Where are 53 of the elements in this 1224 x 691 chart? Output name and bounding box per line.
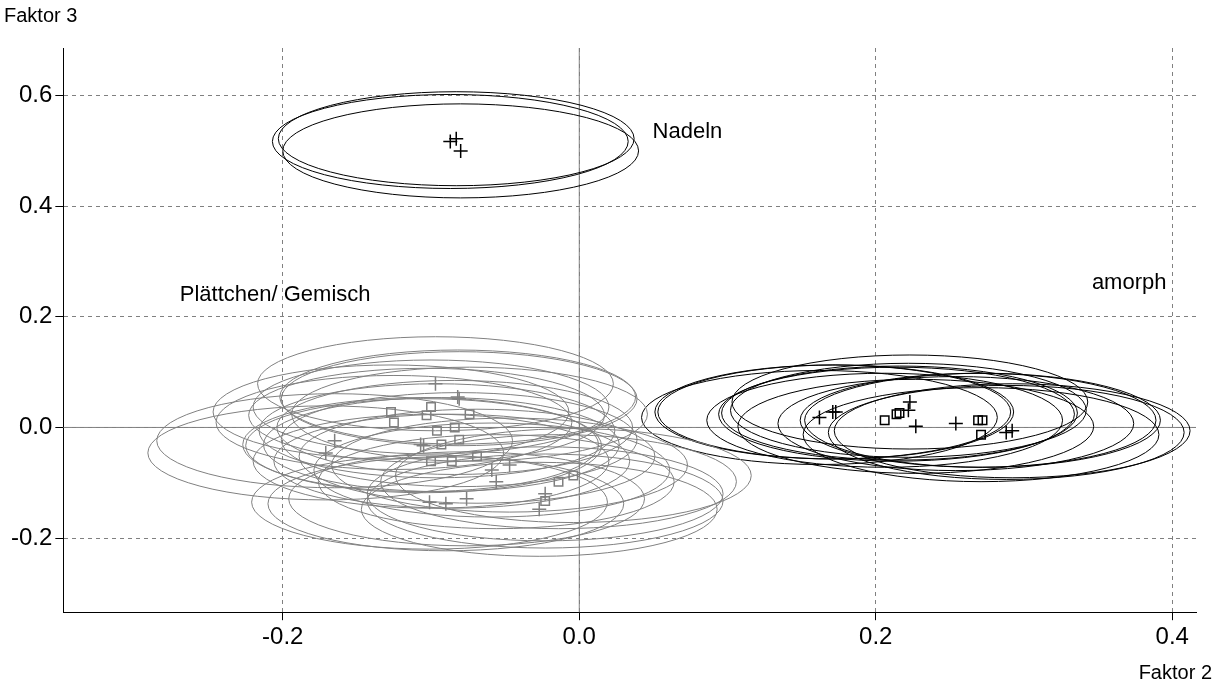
point — [531, 501, 547, 518]
point — [446, 456, 457, 467]
point — [449, 422, 460, 433]
point — [998, 424, 1014, 441]
point — [537, 486, 553, 502]
point — [436, 439, 447, 450]
point — [388, 417, 399, 428]
point — [464, 409, 475, 420]
annotation: Plättchen/ Gemisch — [179, 280, 371, 306]
point — [900, 402, 917, 419]
point — [973, 415, 984, 426]
y-tick-label: -0.2 — [11, 522, 53, 550]
x-tick-label: -0.2 — [262, 622, 304, 650]
point — [452, 143, 469, 159]
point — [501, 457, 518, 473]
point — [438, 496, 454, 512]
point — [318, 445, 334, 461]
y-tick-label: 0.0 — [18, 412, 53, 440]
point — [448, 130, 464, 147]
point — [458, 491, 475, 507]
point — [421, 494, 438, 510]
point — [427, 376, 444, 392]
point — [540, 496, 551, 507]
point — [948, 415, 964, 432]
point — [426, 456, 437, 467]
annotation: amorph — [1091, 269, 1167, 295]
point — [908, 418, 924, 435]
point — [471, 451, 482, 462]
x-axis-title: Faktor 2 — [1138, 660, 1212, 683]
x-tick-label: 0.2 — [859, 622, 893, 650]
point — [488, 473, 504, 490]
point — [454, 434, 465, 445]
point — [431, 425, 442, 436]
point — [553, 476, 564, 487]
y-axis-title: Faktor 3 — [4, 3, 78, 26]
y-tick-label: 0.6 — [18, 80, 53, 108]
point — [811, 409, 828, 426]
point — [326, 432, 343, 449]
y-tick-label: 0.2 — [18, 301, 53, 329]
annotation: Nadeln — [652, 117, 723, 143]
x-tick-label: 0.4 — [1155, 622, 1189, 650]
point — [977, 415, 988, 426]
point — [421, 410, 432, 421]
point — [386, 406, 396, 417]
x-tick-label: 0.0 — [562, 622, 596, 650]
y-tick-label: 0.4 — [18, 190, 53, 218]
point — [484, 462, 500, 478]
point — [1004, 423, 1020, 439]
point — [568, 470, 579, 481]
point — [426, 401, 437, 412]
point — [879, 415, 890, 426]
point — [976, 429, 987, 440]
point — [902, 394, 918, 410]
